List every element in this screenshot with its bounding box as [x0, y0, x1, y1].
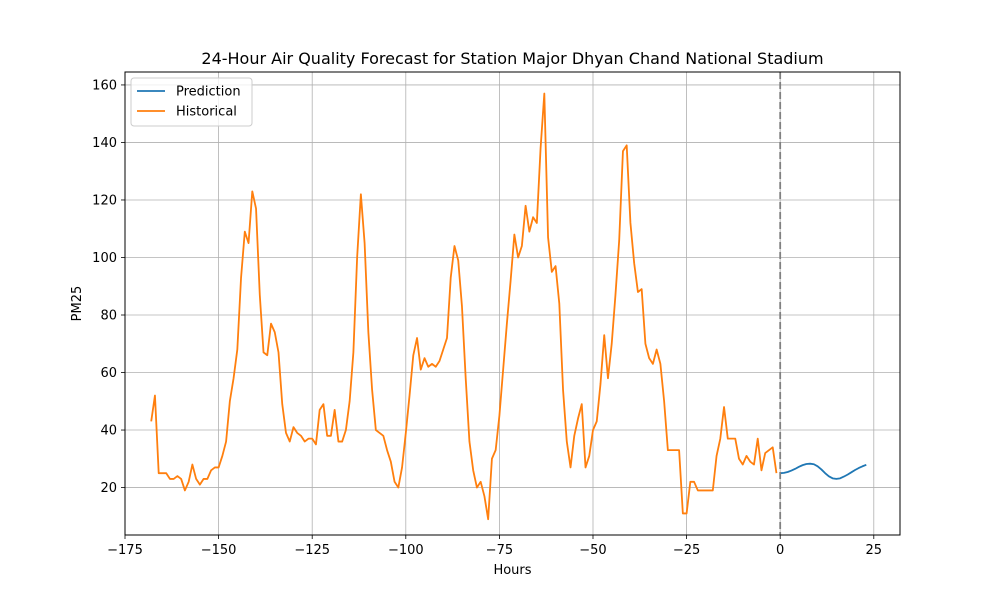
legend-label-historical: Historical — [176, 105, 237, 120]
y-tick-label: 100 — [92, 251, 117, 266]
series-line-prediction — [780, 462, 867, 480]
x-tick-label: −125 — [294, 543, 330, 558]
y-tick-label: 140 — [92, 136, 117, 151]
y-tick-label: 40 — [100, 424, 117, 439]
y-tick-label: 80 — [100, 309, 117, 324]
x-axis-label: Hours — [493, 563, 531, 578]
x-tick-label: 25 — [866, 543, 883, 558]
legend-box — [130, 77, 253, 127]
y-tick-label: 60 — [100, 366, 117, 381]
x-tick-label: 0 — [776, 543, 784, 558]
x-tick-label: −150 — [201, 543, 237, 558]
plot-frame — [124, 71, 901, 536]
y-axis-label: PM25 — [70, 286, 85, 322]
chart-title: 24-Hour Air Quality Forecast for Station… — [201, 49, 823, 68]
y-tick-label: 120 — [92, 193, 117, 208]
x-tick-label: −100 — [388, 543, 424, 558]
legend-label-prediction: Prediction — [176, 85, 241, 100]
x-tick-label: −175 — [107, 543, 143, 558]
x-tick-label: −50 — [579, 543, 606, 558]
y-tick-label: 160 — [92, 78, 117, 93]
series-line-historical — [150, 92, 778, 521]
x-tick-label: −25 — [673, 543, 700, 558]
y-tick-label: 20 — [100, 481, 117, 496]
legend: Prediction Historical — [130, 77, 253, 127]
plot-lines — [150, 72, 867, 535]
x-tick-label: −75 — [486, 543, 513, 558]
axis-ticks: −175 −150 −125 −100 −75 −50 −25 0 25 20 40 60 80 100 1… — [92, 78, 882, 558]
